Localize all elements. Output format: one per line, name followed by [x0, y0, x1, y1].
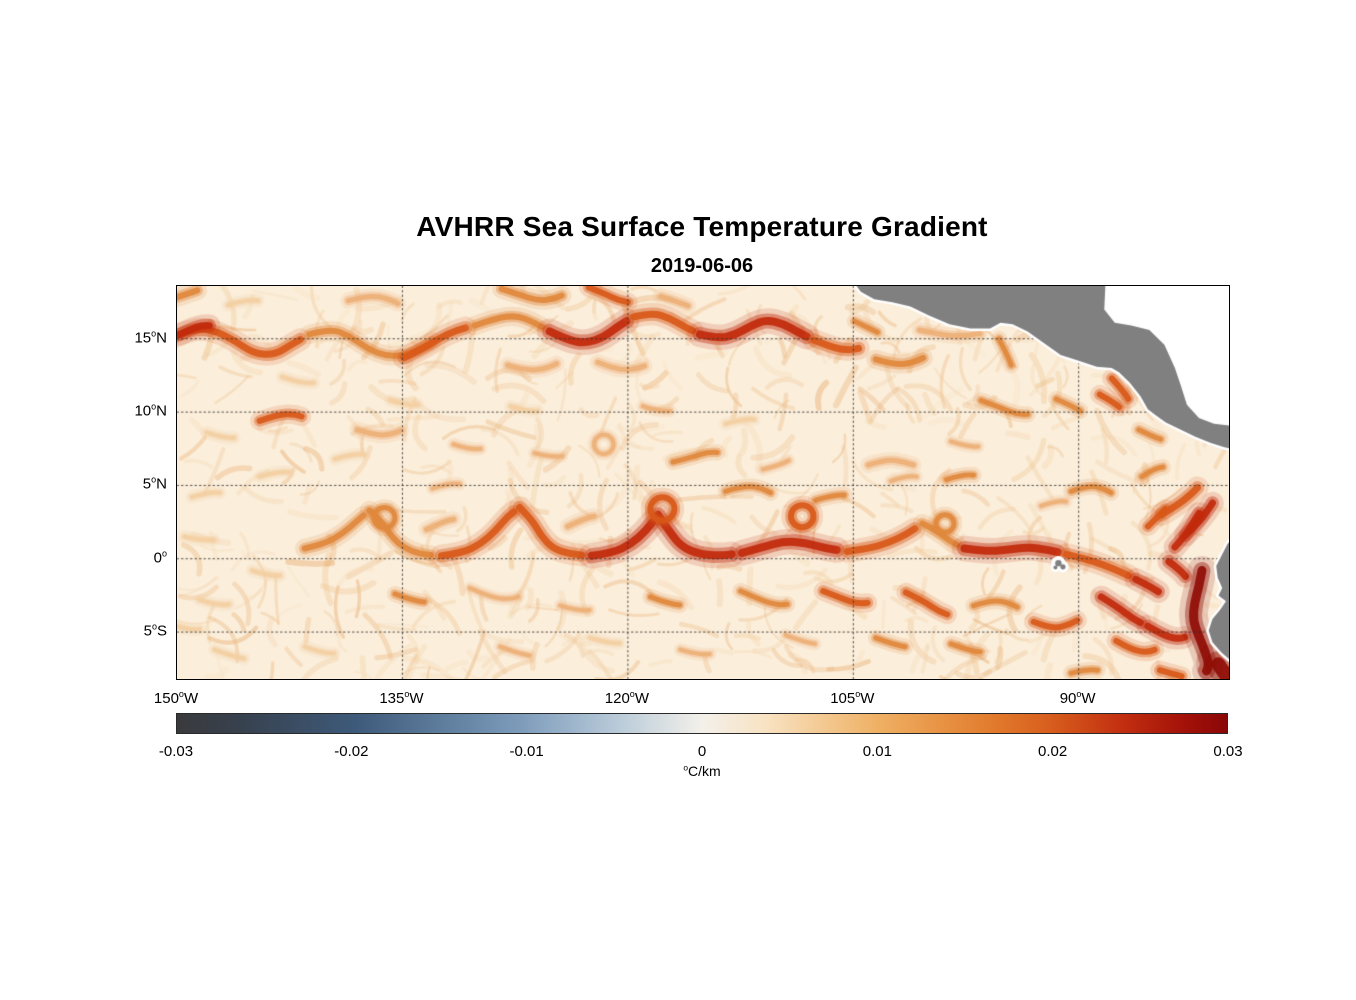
- y-tick-label: 5oN: [142, 474, 167, 493]
- colorbar-tick-label: -0.03: [158, 743, 194, 760]
- degree-superscript: o: [151, 474, 157, 485]
- colorbar-tick-label: 0: [697, 743, 707, 760]
- degree-superscript: o: [1076, 689, 1082, 699]
- map-plot-area: [176, 285, 1230, 680]
- y-tick-label: 5oS: [143, 621, 167, 640]
- degree-superscript: o: [151, 621, 157, 632]
- x-tick-label: 120oW: [604, 689, 649, 708]
- y-tick-label: 10oN: [134, 401, 167, 420]
- degree-superscript: o: [161, 548, 167, 559]
- degree-superscript: o: [855, 689, 861, 699]
- degree-superscript: o: [404, 689, 410, 699]
- x-tick-label: 105oW: [830, 689, 875, 708]
- degree-superscript: o: [151, 401, 157, 412]
- colorbar-units-label: oC/km: [683, 762, 721, 779]
- y-tick-label: 0o: [153, 548, 167, 567]
- degree-superscript: o: [629, 689, 635, 699]
- sst-gradient-heatmap: [177, 286, 1229, 679]
- colorbar: [176, 713, 1228, 734]
- x-tick-label: 90oW: [1059, 689, 1096, 708]
- colorbar-tick-label: -0.01: [509, 743, 544, 760]
- x-tick-label: 150oW: [153, 689, 199, 708]
- x-tick-label: 135oW: [379, 689, 424, 708]
- degree-superscript: o: [683, 762, 688, 773]
- y-tick-label: 15oN: [134, 328, 167, 347]
- degree-superscript: o: [178, 689, 184, 699]
- degree-superscript: o: [151, 328, 157, 339]
- colorbar-tick-label: 0.03: [1213, 743, 1243, 760]
- colorbar-tick-label: 0.02: [1038, 743, 1068, 760]
- colorbar-tick-label: -0.02: [334, 743, 369, 760]
- chart-subtitle: 2019-06-06: [650, 255, 754, 277]
- colorbar-tick-label: 0.01: [862, 743, 892, 760]
- chart-title: AVHRR Sea Surface Temperature Gradient: [416, 211, 988, 242]
